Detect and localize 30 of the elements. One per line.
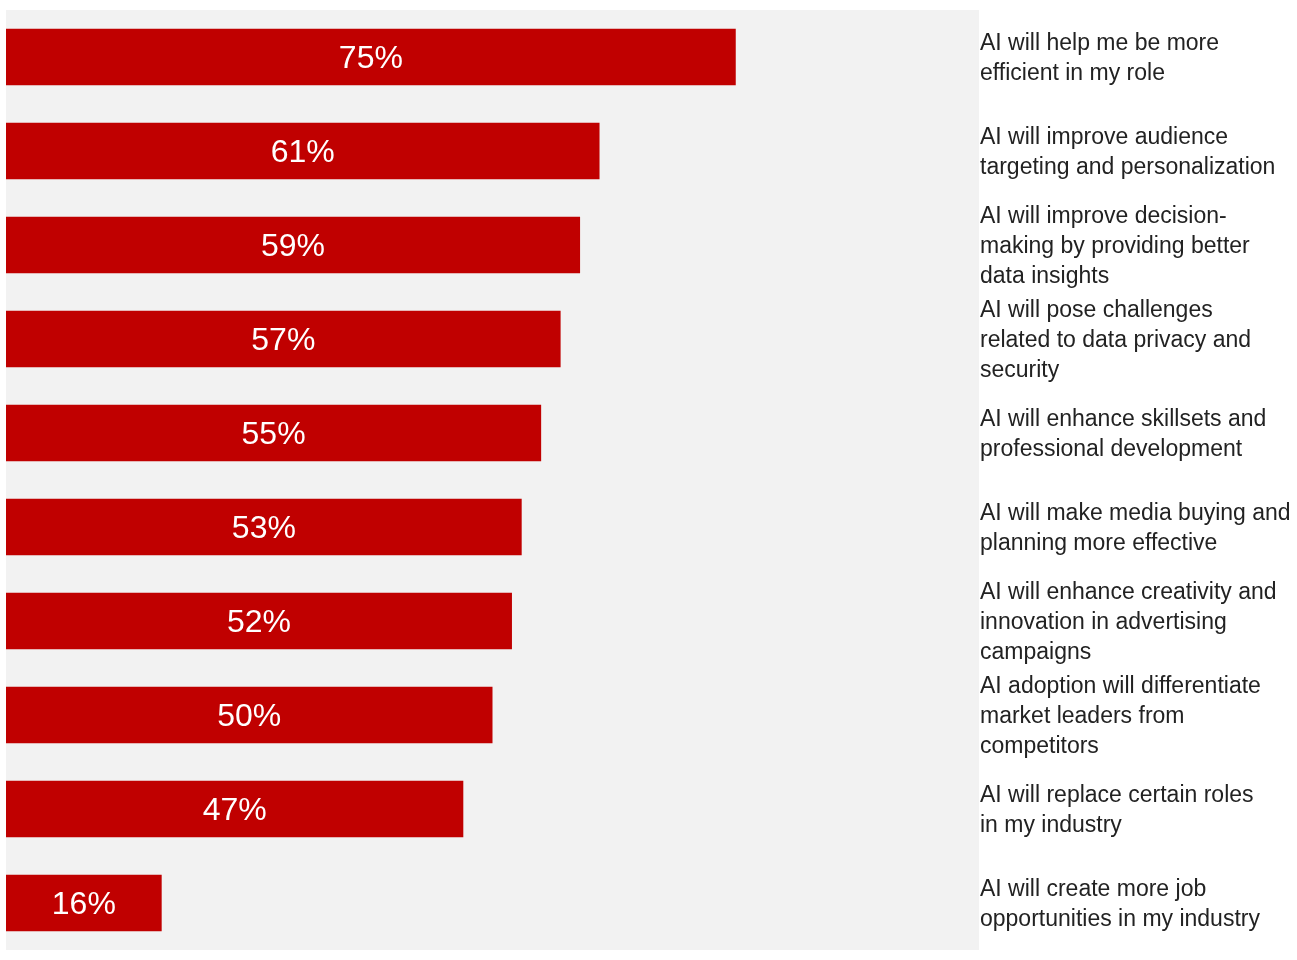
bar bbox=[6, 874, 162, 932]
data-label: 75% bbox=[338, 39, 403, 75]
y-tick-label: AI will help me be more efficient in my role bbox=[980, 29, 1220, 85]
y-tick-label: AI adoption will differentiate market leaders from competitors bbox=[980, 672, 1261, 758]
bar bbox=[6, 310, 561, 368]
bar bbox=[6, 216, 581, 274]
data-label: 52% bbox=[226, 603, 291, 639]
y-tick-label: AI will enhance creativity and innovation in advertising campaigns bbox=[980, 578, 1277, 664]
bar bbox=[6, 28, 736, 86]
bar bbox=[6, 122, 600, 180]
bar bbox=[6, 404, 542, 462]
data-label: 16% bbox=[51, 885, 116, 921]
bar bbox=[6, 592, 512, 650]
data-label: 47% bbox=[202, 791, 267, 827]
y-tick-label: AI will replace certain roles in my industry bbox=[980, 781, 1254, 837]
data-label: 50% bbox=[217, 697, 282, 733]
data-label: 55% bbox=[241, 415, 306, 451]
data-label: 59% bbox=[261, 227, 326, 263]
data-label: 57% bbox=[251, 321, 316, 357]
y-tick-label: AI will improve audience targeting and personalization bbox=[980, 123, 1276, 179]
y-tick-label: AI will pose challenges related to data privacy and security bbox=[980, 296, 1252, 382]
bar bbox=[6, 498, 522, 556]
y-tick-label: AI will enhance skillsets and professional development bbox=[980, 405, 1267, 461]
bar bbox=[6, 686, 493, 744]
data-label: 61% bbox=[270, 133, 335, 169]
bar bbox=[6, 780, 464, 838]
y-tick-label: AI will make media buying and planning more effective bbox=[980, 499, 1291, 555]
y-tick-label: AI will create more job opportunities in my industry bbox=[980, 875, 1261, 931]
data-label: 53% bbox=[231, 509, 296, 545]
y-tick-label: AI will improve decision-making by providing better data insights bbox=[980, 202, 1251, 288]
